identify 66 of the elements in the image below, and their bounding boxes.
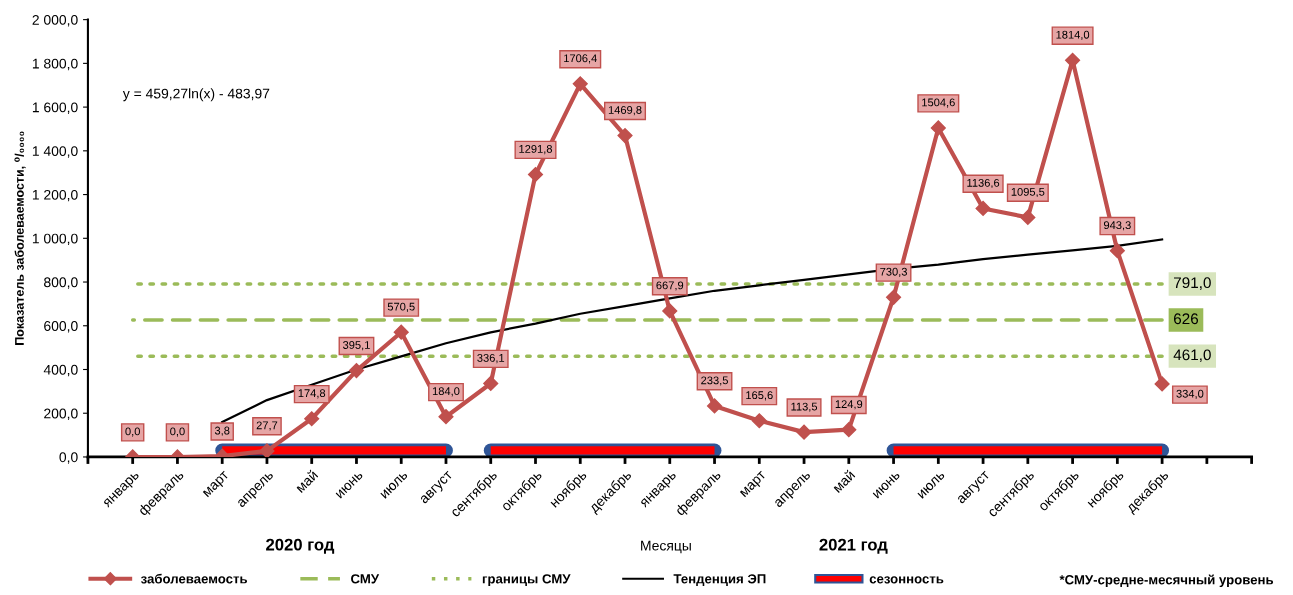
text: 2021 год bbox=[819, 538, 888, 554]
data-label: 334,0 bbox=[1176, 389, 1204, 399]
data-label: 461,0 bbox=[1173, 349, 1211, 363]
y-tick-label: 600,0 bbox=[44, 321, 78, 333]
data-label: 570,5 bbox=[387, 302, 415, 312]
point bbox=[572, 76, 588, 92]
data-label: 0,0 bbox=[125, 427, 140, 437]
legend-label: заболеваемость bbox=[141, 573, 248, 584]
y-tick-label: 1 800,0 bbox=[32, 58, 78, 71]
point bbox=[527, 166, 544, 183]
data-label: 1136,6 bbox=[967, 178, 1000, 189]
data-label: 174,8 bbox=[298, 389, 326, 399]
point bbox=[706, 398, 723, 414]
text: *СМУ-средне-месячный уровень bbox=[1059, 574, 1274, 588]
point bbox=[483, 375, 499, 392]
annotation: y = 459,27ln(x) - 483,97 bbox=[122, 88, 270, 102]
data-label: 626 bbox=[1174, 313, 1199, 325]
data-label: 27,7 bbox=[256, 421, 278, 431]
data-label: 0,0 bbox=[170, 427, 185, 437]
data-label: 943,3 bbox=[1103, 221, 1131, 231]
data-label: 1504,6 bbox=[922, 98, 955, 108]
data-label: 184,0 bbox=[432, 387, 460, 397]
point bbox=[751, 413, 767, 429]
y-tick-label: 800,0 bbox=[44, 277, 78, 289]
point bbox=[304, 411, 320, 427]
legend-label: границы СМУ bbox=[482, 574, 571, 587]
data-label: 1291,8 bbox=[519, 144, 553, 155]
data-label: 1706,4 bbox=[564, 54, 597, 64]
y-tick-label: 200,0 bbox=[44, 408, 78, 421]
y-tick-label: 0,0 bbox=[59, 452, 78, 464]
data-label: 1469,8 bbox=[608, 106, 642, 116]
point bbox=[393, 324, 409, 340]
data-label: 233,5 bbox=[701, 376, 728, 386]
point bbox=[662, 303, 678, 319]
data-label: 124,9 bbox=[835, 400, 863, 410]
point bbox=[975, 200, 991, 216]
point bbox=[796, 424, 812, 440]
data-label: 395,1 bbox=[342, 341, 370, 351]
point bbox=[617, 128, 633, 144]
y-tick-label: 1 200,0 bbox=[32, 189, 78, 202]
point bbox=[438, 409, 454, 425]
legend-label: СМУ bbox=[351, 574, 380, 584]
point bbox=[930, 120, 946, 136]
point bbox=[1020, 209, 1036, 225]
y-tick-label: 1 400,0 bbox=[32, 146, 78, 158]
data-label: 791,0 bbox=[1174, 277, 1211, 290]
data-label: 113,5 bbox=[791, 402, 818, 412]
legend-label: сезонность bbox=[869, 576, 944, 584]
data-label: 1814,0 bbox=[1056, 30, 1090, 40]
point bbox=[885, 289, 902, 305]
y-tick-label: 1 000,0 bbox=[32, 233, 78, 246]
text: 2020 год bbox=[266, 538, 335, 554]
y-axis-title: Показатель заболеваемости, ⁰/₀₀₀₀ bbox=[14, 131, 26, 345]
point bbox=[1154, 376, 1170, 392]
point bbox=[348, 362, 365, 379]
data-label: 1095,5 bbox=[1011, 187, 1045, 198]
y-tick-label: 400,0 bbox=[43, 364, 78, 377]
y-tick-label: 1 600,0 bbox=[32, 102, 78, 114]
text: Месяцы bbox=[641, 540, 691, 554]
y-tick-label: 2 000,0 bbox=[32, 14, 78, 27]
point bbox=[1109, 243, 1125, 259]
point bbox=[841, 422, 857, 438]
legend-label: Тенденция ЭП bbox=[673, 574, 766, 586]
data-label: 165,6 bbox=[746, 391, 773, 401]
data-label: 3,8 bbox=[214, 426, 230, 436]
point bbox=[259, 443, 275, 457]
